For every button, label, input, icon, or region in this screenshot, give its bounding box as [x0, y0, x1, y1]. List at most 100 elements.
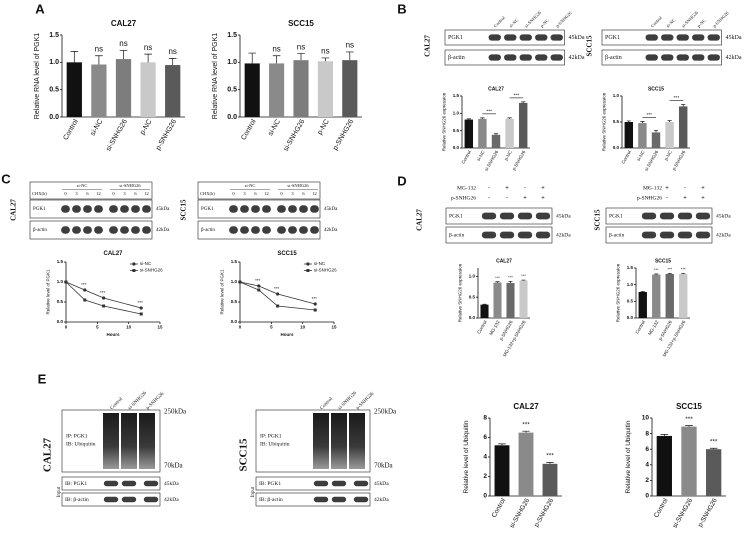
significance: *** — [667, 266, 672, 271]
significance: ns — [144, 43, 152, 52]
bar — [506, 283, 515, 318]
marker — [313, 302, 317, 306]
group-label: si-NC — [245, 183, 256, 188]
significance: *** — [486, 108, 492, 114]
treatment-sign: - — [684, 186, 686, 192]
blot-band — [517, 231, 533, 239]
blot-size: 45kDa — [726, 35, 742, 41]
blot-protein: β-actin — [449, 232, 465, 238]
blot-band — [288, 226, 297, 234]
bar — [638, 123, 647, 148]
blot-size: 250kDa — [374, 408, 397, 416]
blot-band — [645, 34, 658, 41]
marker — [102, 296, 106, 300]
treatment-sign: + — [665, 186, 669, 192]
error-bar — [660, 434, 669, 436]
blot-band — [299, 226, 308, 234]
y-tick-label: 0.0 — [231, 319, 238, 324]
blot-band — [262, 205, 271, 213]
bar — [493, 282, 502, 318]
significance: *** — [312, 296, 318, 301]
treatment-sign: - — [666, 196, 668, 202]
blot-band — [641, 212, 657, 220]
blot-frame — [197, 181, 321, 200]
blot-band — [143, 496, 159, 503]
chart-title: CAL27 — [488, 86, 504, 92]
blot-band — [61, 205, 70, 213]
significance: *** — [654, 267, 659, 272]
blot-size: 70kDa — [164, 462, 184, 470]
error-bar — [480, 117, 485, 119]
ip-label: IP: PGK1 — [260, 433, 282, 439]
bar — [518, 102, 528, 148]
y-tick-label: 1.5 — [49, 32, 59, 39]
x-tick-label: p-NC — [317, 118, 331, 136]
chart-title: SCC15 — [676, 402, 702, 411]
blot-band — [641, 231, 657, 239]
legend-marker — [306, 262, 310, 266]
blot-band — [677, 212, 693, 220]
error-bar — [95, 55, 103, 65]
blot-band — [299, 205, 308, 213]
lane-label: Control — [493, 15, 507, 29]
y-tick-label: 0.5 — [227, 87, 237, 94]
blot-band — [504, 34, 517, 41]
error-bar — [495, 281, 500, 283]
blot-band — [229, 226, 238, 234]
lane-label: p-NC — [539, 18, 550, 29]
blot-band — [240, 226, 249, 234]
time-point: 0 — [64, 191, 67, 196]
bar — [519, 280, 528, 318]
x-tick-label: Control — [476, 320, 488, 335]
y-axis-label: Relative RNA level of PGK1 — [34, 33, 41, 119]
error-bar — [546, 462, 554, 464]
blot-band — [262, 226, 271, 234]
significance: ns — [297, 42, 305, 51]
panel-letter: E — [38, 371, 47, 386]
blot-band — [661, 34, 674, 41]
blot-band — [229, 205, 238, 213]
treatment-sign: - — [506, 196, 508, 202]
blot-band — [277, 226, 286, 234]
error-bar — [466, 118, 471, 120]
y-axis-label: Relative SNHG26 expression — [616, 263, 621, 322]
blot-band — [519, 54, 532, 61]
y-tick-label: 0.5 — [231, 299, 238, 304]
x-tick-label: Control — [491, 497, 508, 519]
y-tick-label: 1.5 — [627, 265, 634, 270]
y-axis-label: Relative level of Ubiquitin — [625, 420, 632, 493]
x-tick-label: 5 — [270, 325, 273, 330]
chart-title: CAL27 — [496, 258, 512, 264]
blot-band — [535, 212, 551, 220]
blot-frame — [255, 476, 371, 491]
y-tick-label: 0.0 — [49, 114, 59, 121]
blot-band — [535, 34, 548, 41]
error-bar — [498, 443, 506, 446]
error-bar — [626, 120, 631, 122]
blot-band — [661, 54, 674, 61]
bar — [678, 106, 688, 148]
ip-smear — [103, 413, 119, 469]
lane-label: Control — [110, 396, 125, 411]
blot-band — [131, 226, 140, 234]
bar — [638, 292, 647, 318]
y-tick-label: 4 — [483, 454, 487, 461]
treatment-sign: + — [683, 196, 687, 202]
blot-band — [488, 54, 501, 61]
error-bar — [168, 58, 177, 66]
blot-protein: β-actin — [605, 55, 622, 61]
bar — [656, 435, 672, 496]
chart-title: SCC15 — [277, 251, 297, 257]
bar — [681, 426, 697, 496]
y-tick-label: 0.5 — [49, 87, 59, 94]
bar — [317, 61, 333, 117]
blot-size: 45kDa — [374, 481, 389, 487]
blot-protein: PGK1 — [448, 35, 463, 41]
x-tick-label: Control — [653, 497, 670, 519]
chart-title: SCC15 — [288, 19, 314, 28]
x-tick-label: 10 — [126, 325, 132, 330]
blot-band — [277, 205, 286, 213]
cell-line: SCC15 — [180, 199, 188, 221]
panel-letter: C — [1, 171, 11, 186]
y-tick-label: 1.0 — [231, 279, 238, 284]
